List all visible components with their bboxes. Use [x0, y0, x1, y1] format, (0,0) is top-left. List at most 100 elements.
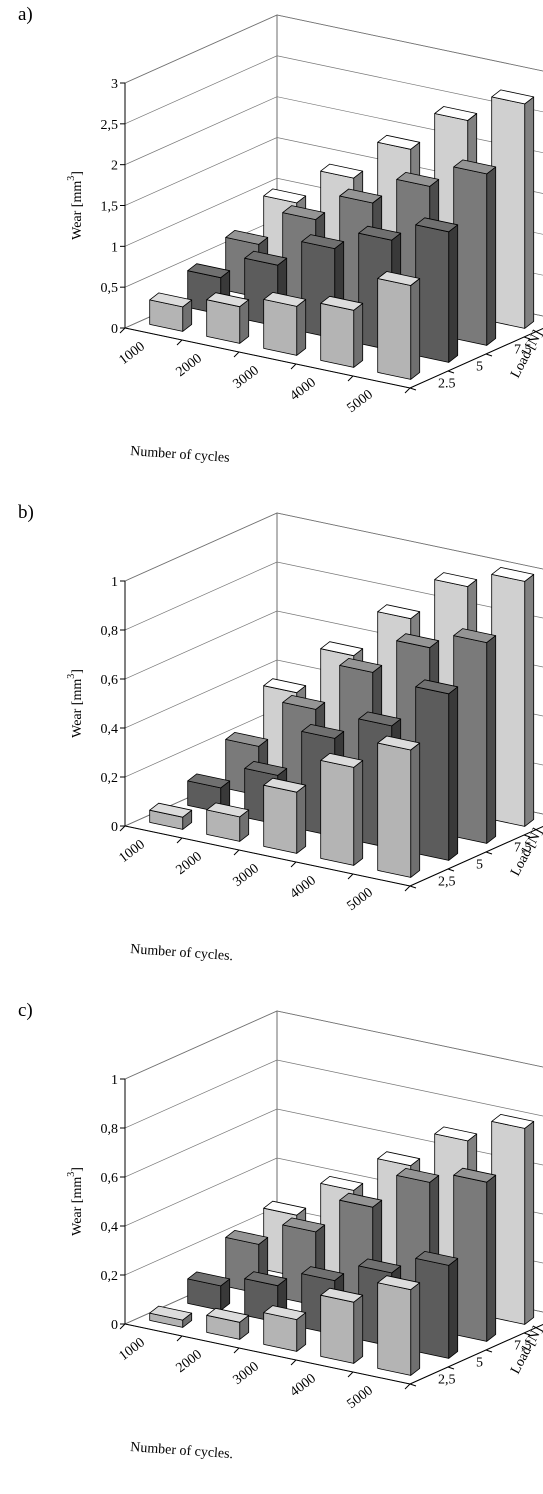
bar-top — [263, 678, 307, 694]
bar-top — [358, 1258, 402, 1274]
bar-top — [453, 159, 497, 175]
bars — [149, 567, 535, 878]
bar-top — [491, 567, 535, 582]
wear-chart-b: 0 0,2 0,4 0,6 0,8 1 Wear [mm3] 1000 2000 3000 4000… — [66, 512, 543, 964]
z-axis: 2.557.510 — [409, 327, 543, 392]
bar-top — [263, 188, 307, 204]
x-tick-label: 1000 — [117, 339, 148, 368]
bar-side — [410, 278, 421, 380]
bar — [263, 777, 307, 854]
bar-front — [491, 574, 526, 827]
x-tick — [233, 1347, 240, 1354]
bar-top — [320, 295, 364, 311]
bar-front — [377, 278, 412, 380]
z-tick — [523, 336, 531, 340]
bar-front — [377, 742, 412, 878]
bar-top — [225, 1229, 269, 1245]
x-tick — [176, 1335, 183, 1342]
z-tick — [409, 885, 417, 889]
bars — [149, 1114, 535, 1376]
x-tick — [119, 825, 126, 832]
y-tick-label: 0,4 — [101, 1220, 119, 1235]
bar-side — [448, 224, 459, 363]
x-tick-label: 5000 — [345, 885, 376, 914]
bar — [206, 292, 250, 344]
z-axis: 2,557,510 — [409, 825, 543, 890]
y-tick-label: 0,6 — [101, 673, 119, 688]
bar-top — [301, 234, 345, 250]
y-axis-title-text: Wear [mm — [70, 181, 85, 240]
bar-top — [282, 1217, 326, 1233]
bar-top — [377, 134, 421, 150]
bar — [491, 1114, 535, 1325]
y-tick-label: 0,6 — [101, 1171, 119, 1186]
panel-label: c) — [18, 1000, 33, 1021]
y-axis-title-superscript: 3 — [66, 176, 77, 181]
bar-top — [339, 188, 383, 204]
z-tick-label: 5 — [476, 360, 483, 375]
y-tick-label: 0,8 — [101, 624, 119, 639]
y-tick-label: 3 — [111, 77, 118, 92]
y-axis-title: Wear [mm3] — [66, 669, 85, 738]
x-tick-label: 2000 — [174, 849, 205, 878]
x-axis-line — [124, 825, 411, 887]
y-tick-label: 0 — [111, 820, 118, 835]
bar — [263, 291, 307, 356]
bar-side — [410, 1282, 421, 1376]
z-tick-label: 2,5 — [438, 875, 456, 890]
bar-top — [415, 679, 459, 695]
x-axis: 1000 2000 3000 4000 5000 — [117, 327, 411, 416]
bar — [491, 567, 535, 827]
y-axis: 0 0,2 0,4 0,6 0,8 1 — [101, 575, 126, 835]
bar — [453, 628, 497, 844]
y-tick-label: 0 — [111, 1318, 118, 1333]
gridline — [124, 1108, 543, 1178]
z-tick — [409, 1383, 417, 1387]
z-tick-label: 5 — [476, 858, 483, 873]
bar-top — [206, 1307, 250, 1323]
y-axis-title: Wear [mm3] — [66, 171, 85, 240]
x-tick-label: 3000 — [231, 861, 262, 890]
z-tick-label: 7.5 — [514, 343, 532, 358]
bar-top — [377, 1275, 421, 1291]
bar-front — [377, 1282, 412, 1376]
z-tick — [485, 1349, 493, 1353]
bar-top — [320, 752, 364, 768]
bar-top — [149, 1305, 193, 1321]
bars — [149, 89, 535, 380]
y-tick-label: 0,2 — [101, 771, 119, 786]
y-axis: 0 0,5 1 1,5 2 2,5 3 — [101, 77, 126, 337]
bar-top — [434, 572, 478, 587]
x-tick — [119, 1323, 126, 1330]
y-tick-label: 2 — [111, 159, 118, 174]
x-tick-label: 2000 — [174, 1347, 205, 1376]
y-axis-title-suffix: ] — [70, 669, 85, 674]
bar — [415, 1250, 459, 1359]
z-tick — [447, 868, 455, 872]
bar-top — [453, 628, 497, 644]
bar-top — [453, 1167, 497, 1183]
bar-top — [187, 1271, 231, 1287]
bar-side — [296, 298, 307, 356]
bar-top — [225, 229, 269, 245]
bar-side — [448, 1257, 459, 1359]
y-tick-label: 1,5 — [101, 200, 119, 215]
x-tick-label: 4000 — [288, 1371, 319, 1400]
bar-top — [396, 171, 440, 187]
z-axis: 2,557,510 — [409, 1323, 543, 1388]
bar-top — [320, 1287, 364, 1303]
bar — [187, 773, 231, 813]
bar-side — [353, 302, 364, 368]
bar — [149, 1305, 193, 1328]
x-tick — [119, 327, 126, 334]
bar-front — [453, 635, 488, 844]
x-tick-label: 1000 — [117, 1335, 148, 1364]
chart-panel-c: c) 0 0,2 0,4 0,6 0,8 1 Wear [mm3] 1000 2000 3000 4… — [0, 996, 543, 1486]
y-tick-label: 1 — [111, 1073, 118, 1088]
x-axis-title: Number of cycles — [130, 444, 230, 466]
y-tick-label: 1 — [111, 575, 118, 590]
bar-side — [353, 759, 364, 866]
bar-top — [187, 773, 231, 789]
bar-side — [486, 635, 497, 844]
